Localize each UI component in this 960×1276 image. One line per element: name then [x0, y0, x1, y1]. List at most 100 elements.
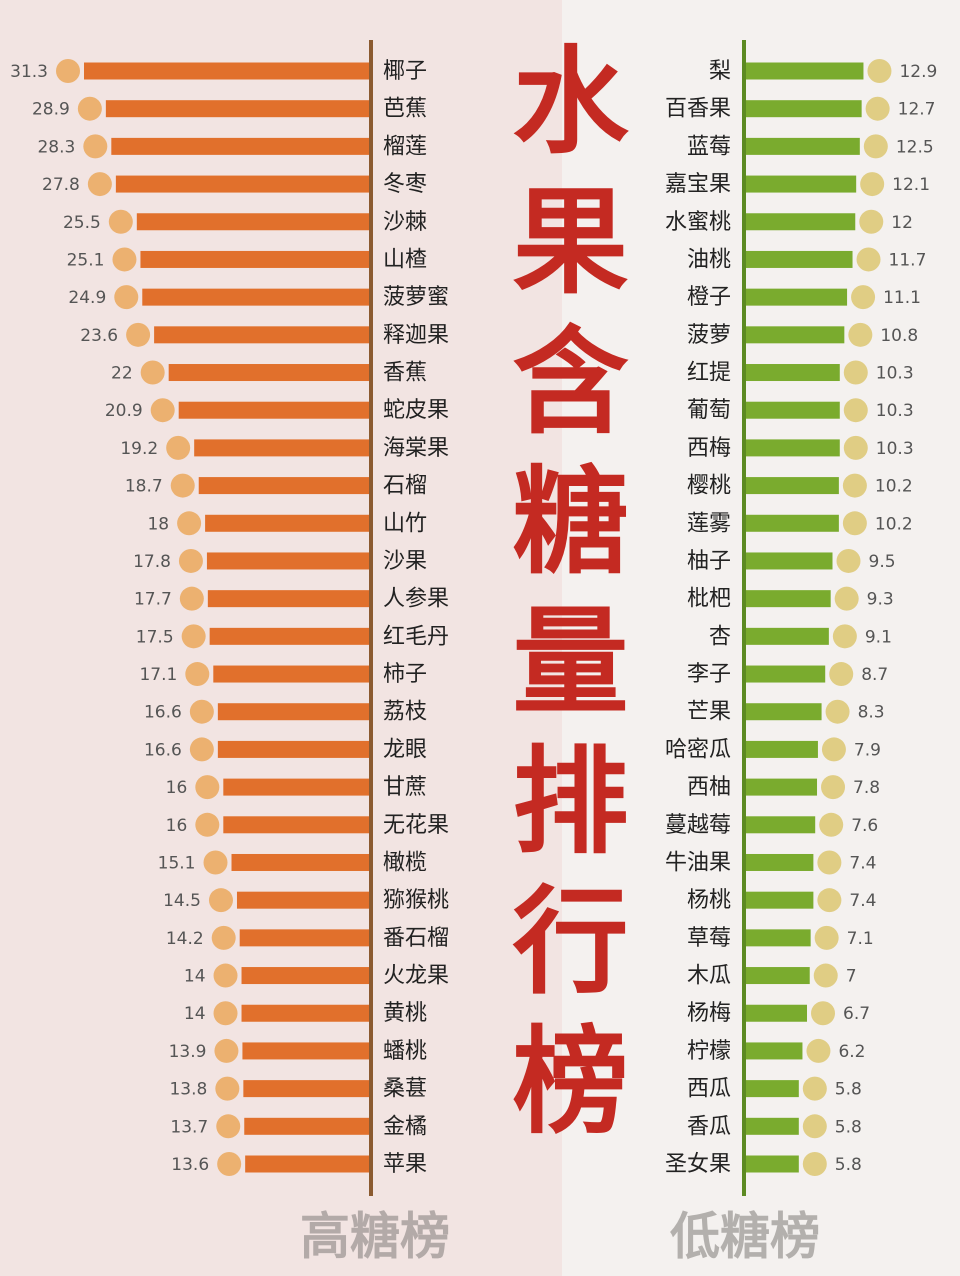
category-label: 人参果 — [383, 587, 449, 612]
category-label: 甘蔗 — [383, 775, 427, 800]
category-label: 橙子 — [687, 285, 731, 310]
fruit-icon — [211, 925, 236, 950]
fruit-icon — [112, 247, 137, 272]
fruit-icon — [842, 511, 867, 536]
category-label: 石榴 — [383, 474, 427, 499]
value-label: 25.5 — [63, 213, 101, 233]
value-label: 28.9 — [32, 100, 70, 120]
fruit-icon — [140, 360, 165, 385]
value-label: 13.7 — [170, 1117, 208, 1137]
category-label: 蛇皮果 — [383, 398, 449, 423]
value-label: 18.7 — [125, 477, 163, 497]
fruit-icon — [813, 963, 838, 988]
bar — [178, 401, 369, 419]
bar — [746, 703, 822, 721]
bar — [746, 288, 848, 306]
category-label: 冬枣 — [383, 172, 427, 197]
value-label: 23.6 — [80, 326, 118, 346]
fruit-icon — [213, 1001, 238, 1026]
fruit-icon — [195, 812, 220, 837]
category-label: 杏 — [709, 624, 731, 649]
category-label: 杨桃 — [687, 888, 731, 913]
category-label: 油桃 — [687, 247, 731, 272]
value-label: 16.6 — [144, 740, 182, 760]
value-label: 10.2 — [875, 477, 913, 497]
fruit-icon — [843, 360, 868, 385]
bar — [242, 1042, 369, 1060]
bar — [194, 439, 369, 457]
value-label: 31.3 — [10, 62, 48, 82]
value-label: 24.9 — [68, 288, 106, 308]
category-label: 蟠桃 — [383, 1039, 427, 1064]
value-label: 6.2 — [838, 1042, 865, 1062]
value-label: 17.5 — [136, 627, 174, 647]
fruit-icon — [851, 285, 876, 310]
bar — [746, 740, 818, 758]
bar — [746, 929, 811, 947]
value-label: 13.8 — [169, 1080, 207, 1100]
fruit-icon — [166, 435, 191, 460]
category-label: 火龙果 — [383, 964, 449, 989]
fruit-icon — [865, 96, 890, 121]
category-label: 西梅 — [687, 436, 731, 461]
fruit-icon — [213, 963, 238, 988]
value-label: 10.8 — [880, 326, 918, 346]
category-label: 蔓越莓 — [665, 813, 731, 838]
category-label: 菠萝 — [687, 323, 731, 348]
fruit-icon — [189, 699, 214, 724]
category-label: 柿子 — [383, 662, 427, 687]
fruit-icon — [126, 322, 151, 347]
fruit-icon — [819, 812, 844, 837]
value-label: 16 — [166, 816, 188, 836]
bar — [209, 627, 369, 645]
value-label: 8.7 — [861, 665, 888, 685]
fruit-icon — [77, 96, 102, 121]
fruit-icon — [181, 624, 206, 649]
value-label: 17.7 — [134, 590, 172, 610]
fruit-icon — [203, 850, 228, 875]
category-label: 海棠果 — [383, 436, 449, 461]
value-label: 5.8 — [835, 1080, 862, 1100]
category-label: 李子 — [687, 662, 731, 687]
fruit-icon — [817, 850, 842, 875]
category-label: 圣女果 — [665, 1152, 731, 1177]
category-label: 黄桃 — [383, 1001, 427, 1026]
fruit-icon — [802, 1114, 827, 1139]
fruit-icon — [843, 435, 868, 460]
bar — [746, 326, 845, 344]
fruit-icon — [216, 1114, 241, 1139]
bar — [746, 175, 857, 193]
category-label: 柚子 — [687, 549, 731, 574]
category-label: 菠萝蜜 — [383, 285, 449, 310]
value-label: 5.8 — [835, 1155, 862, 1175]
bar — [746, 853, 814, 871]
category-label: 苹果 — [383, 1152, 427, 1177]
fruit-icon — [108, 209, 133, 234]
bar — [746, 891, 814, 909]
fruit-icon — [150, 398, 175, 423]
fruit-icon — [860, 172, 885, 197]
fruit-icon — [802, 1152, 827, 1176]
value-label: 9.1 — [865, 627, 892, 647]
value-label: 6.7 — [843, 1004, 870, 1024]
fruit-icon — [811, 1001, 836, 1026]
category-label: 红提 — [687, 361, 731, 386]
category-label: 荔枝 — [383, 700, 427, 725]
category-label: 香瓜 — [687, 1114, 731, 1139]
bar — [205, 514, 369, 532]
bar — [236, 891, 369, 909]
bar — [136, 213, 369, 231]
category-label: 沙果 — [383, 549, 427, 574]
fruit-icon — [863, 134, 888, 159]
bar — [154, 326, 369, 344]
value-label: 12 — [891, 213, 913, 233]
category-label: 番石榴 — [383, 926, 449, 951]
value-label: 12.5 — [896, 137, 934, 157]
value-label: 12.1 — [892, 175, 930, 195]
bar — [243, 1080, 369, 1098]
fruit-icon — [114, 285, 139, 310]
bar — [746, 213, 856, 231]
bar — [207, 590, 369, 608]
value-label: 13.6 — [171, 1155, 209, 1175]
